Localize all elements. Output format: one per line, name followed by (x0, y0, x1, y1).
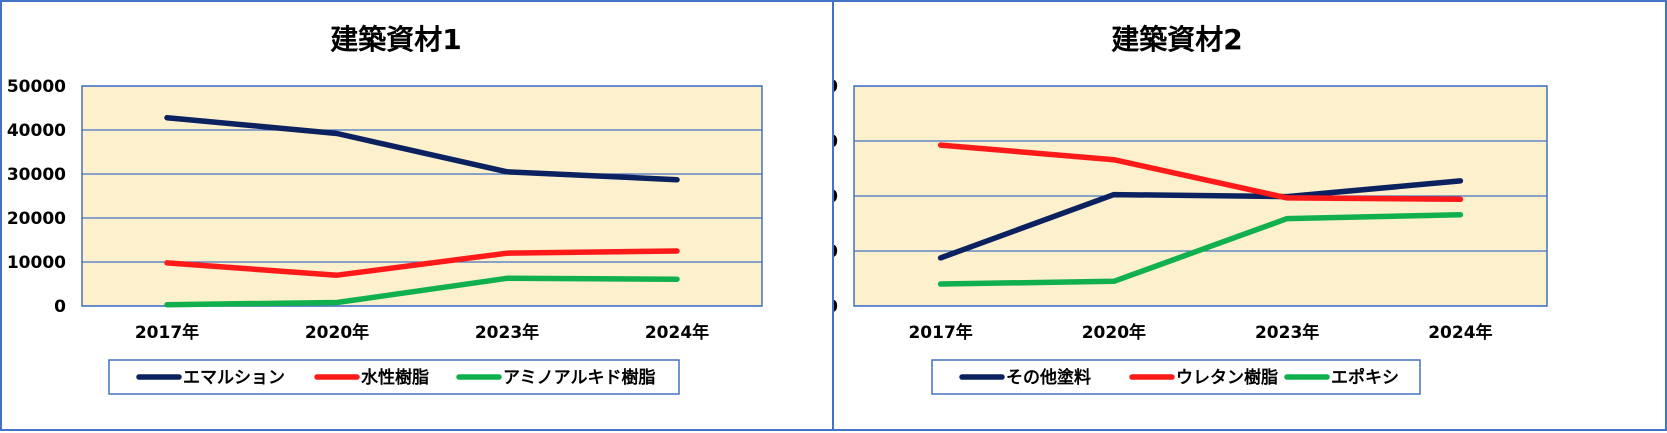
plot-frame (853, 85, 1548, 307)
y-tick-label: 40000 (7, 121, 66, 141)
series-line-2 (937, 142, 1464, 203)
line-chart-2: 建築資材2 0 2000 4000 6000 8000 2017年 2020年 2023年 202… (834, 23, 1548, 395)
x-tick-label: 2017年 (908, 322, 972, 343)
line-chart-1: 建築資材1 0 10000 20000 30000 40000 50000 2017年 2020… (7, 23, 763, 395)
x-tick-label: 2017年 (135, 322, 199, 343)
legend-label: その他塗料 (1006, 367, 1091, 388)
y-tick-label: 20000 (7, 209, 66, 229)
legend-label: エマルション (183, 368, 285, 388)
plot-frame (81, 85, 763, 307)
x-tick-label: 2024年 (645, 322, 709, 343)
legend-label: 水性樹脂 (361, 367, 429, 388)
legend-label: アミノアルキド樹脂 (503, 367, 656, 388)
legend-label: ウレタン樹脂 (1176, 367, 1278, 388)
y-tick-label: 4000 (834, 187, 838, 207)
series-line-3 (937, 211, 1464, 287)
chart-panel-1: 建築資材1 0 10000 20000 30000 40000 50000 2017年 2020… (0, 0, 834, 431)
y-tick-label: 30000 (7, 165, 66, 185)
series-line-1 (937, 178, 1464, 261)
x-tick-label: 2020年 (305, 322, 369, 343)
chart-title: 建築資材2 (1111, 23, 1242, 56)
series-line-2 (164, 248, 680, 278)
y-tick-label: 0 (54, 297, 66, 317)
legend-label: エポキシ (1331, 367, 1399, 388)
chart-panel-2: 建築資材2 0 2000 4000 6000 8000 2017年 2020年 2023年 202… (832, 0, 1667, 431)
y-tick-label: 2000 (834, 242, 838, 262)
y-tick-label: 50000 (7, 77, 66, 97)
x-tick-label: 2024年 (1428, 322, 1492, 343)
y-tick-label: 0 (834, 297, 838, 317)
series-line-3 (164, 275, 680, 308)
x-tick-label: 2020年 (1082, 322, 1146, 343)
legend: エマルション 水性樹脂 アミノアルキド樹脂 (108, 359, 680, 395)
x-tick-label: 2023年 (1255, 322, 1319, 343)
legend-box (108, 359, 680, 395)
chart-title: 建築資材1 (330, 23, 461, 56)
series-line-1 (164, 114, 680, 183)
y-tick-label: 10000 (7, 253, 66, 273)
legend: その他塗料 ウレタン樹脂 エポキシ (931, 359, 1421, 395)
y-tick-label: 8000 (834, 77, 838, 97)
y-tick-label: 6000 (834, 132, 838, 152)
legend-box (931, 359, 1421, 395)
x-tick-label: 2023年 (475, 322, 539, 343)
